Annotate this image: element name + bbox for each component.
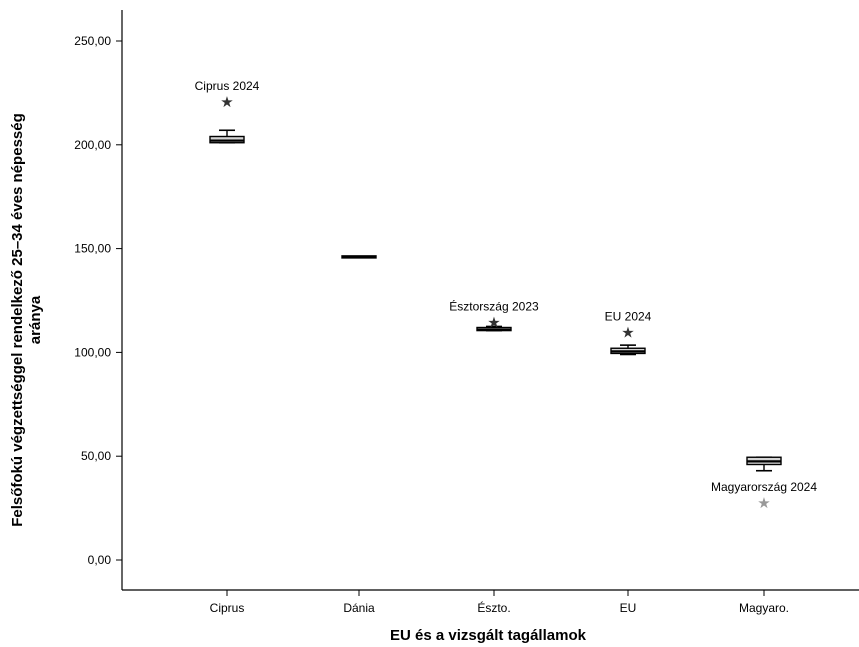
outlier-label: EU 2024 <box>605 310 652 324</box>
y-tick-label: 250,00 <box>74 34 111 48</box>
box--szto- <box>476 325 512 332</box>
y-tick-label: 150,00 <box>74 242 111 256</box>
x-category-label: Dánia <box>343 601 375 615</box>
x-category-label: Észto. <box>477 600 510 615</box>
y-tick-label: 200,00 <box>74 138 111 152</box>
box-eu <box>610 344 646 356</box>
box-magyaro- <box>746 456 782 472</box>
outlier-star-icon: ★ <box>757 494 770 512</box>
y-tick-label: 0,00 <box>88 553 112 567</box>
outlier-star-icon: ★ <box>220 93 233 111</box>
outlier-label: Magyarország 2024 <box>711 480 817 494</box>
box-d-nia <box>341 255 377 259</box>
y-axis-title-line1: Felsőfokú végzettséggel rendelkező 25–34… <box>9 113 26 527</box>
x-axis-title: EU és a vizsgált tagállamok <box>390 627 587 644</box>
y-axis-title-line2: aránya <box>27 295 44 344</box>
axes <box>121 10 859 591</box>
outlier-star-icon: ★ <box>487 313 500 331</box>
outlier-label: Észtország 2023 <box>449 298 539 313</box>
x-category-label: Ciprus <box>210 601 245 615</box>
x-axis-ticks: Ciprus Dánia Észto. EU Magyaro. <box>210 590 789 615</box>
y-tick-label: 100,00 <box>74 345 111 359</box>
outliers: ★Ciprus 2024★Észtország 2023★EU 2024★Mag… <box>195 79 818 512</box>
outlier-star-icon: ★ <box>621 324 634 342</box>
x-category-label: EU <box>620 601 637 615</box>
x-category-label: Magyaro. <box>739 601 789 615</box>
y-tick-label: 50,00 <box>81 449 111 463</box>
y-axis-ticks: 0,00 50,00 100,00 150,00 200,00 250,00 <box>74 34 122 567</box>
outlier-label: Ciprus 2024 <box>195 79 260 93</box>
box-ciprus <box>209 129 245 144</box>
boxes <box>209 129 782 472</box>
